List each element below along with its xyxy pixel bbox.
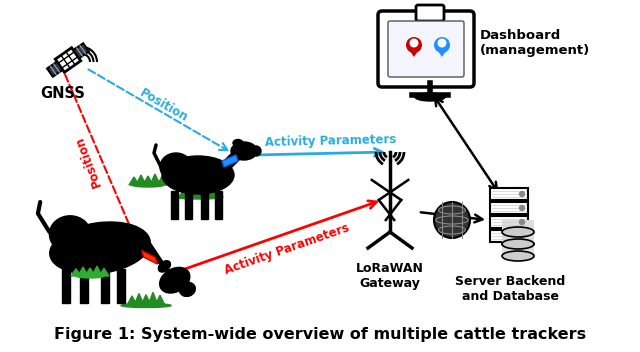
- FancyBboxPatch shape: [490, 188, 528, 200]
- Ellipse shape: [162, 156, 234, 194]
- Text: Activity Parameters: Activity Parameters: [223, 221, 351, 277]
- Ellipse shape: [434, 37, 450, 53]
- Ellipse shape: [434, 202, 470, 238]
- Polygon shape: [143, 176, 153, 185]
- Ellipse shape: [132, 183, 164, 187]
- Bar: [100, 269, 109, 303]
- Polygon shape: [99, 268, 109, 276]
- Polygon shape: [141, 295, 151, 306]
- Circle shape: [520, 206, 525, 210]
- Polygon shape: [434, 45, 450, 57]
- Polygon shape: [71, 269, 81, 276]
- Text: LoRaWAN
Gateway: LoRaWAN Gateway: [356, 262, 424, 290]
- Bar: [502, 244, 534, 256]
- Text: Activity Parameters: Activity Parameters: [265, 133, 397, 150]
- Text: Position: Position: [138, 86, 191, 125]
- Text: GNSS: GNSS: [40, 86, 85, 101]
- Polygon shape: [406, 45, 422, 57]
- Polygon shape: [207, 189, 217, 197]
- Bar: [184, 191, 191, 219]
- Circle shape: [438, 38, 447, 48]
- FancyBboxPatch shape: [490, 230, 528, 242]
- Ellipse shape: [231, 142, 257, 160]
- Polygon shape: [129, 177, 139, 185]
- Bar: [502, 220, 534, 232]
- Polygon shape: [200, 186, 210, 197]
- Polygon shape: [222, 155, 238, 167]
- Ellipse shape: [76, 274, 104, 278]
- Bar: [116, 269, 125, 303]
- Ellipse shape: [160, 153, 192, 181]
- Polygon shape: [141, 250, 157, 264]
- Ellipse shape: [179, 282, 195, 296]
- FancyBboxPatch shape: [490, 216, 528, 228]
- Ellipse shape: [502, 239, 534, 249]
- Polygon shape: [186, 187, 196, 197]
- Ellipse shape: [233, 139, 243, 146]
- Polygon shape: [55, 48, 81, 72]
- Bar: [200, 191, 207, 219]
- Bar: [80, 269, 88, 303]
- Polygon shape: [179, 189, 189, 197]
- FancyBboxPatch shape: [490, 202, 528, 214]
- Polygon shape: [155, 295, 165, 306]
- Circle shape: [520, 191, 525, 196]
- Bar: [214, 191, 221, 219]
- Text: Figure 1: System-wide overview of multiple cattle trackers: Figure 1: System-wide overview of multip…: [54, 327, 586, 342]
- Ellipse shape: [502, 251, 534, 261]
- Polygon shape: [220, 153, 242, 171]
- Polygon shape: [134, 230, 169, 271]
- Text: Position: Position: [72, 134, 104, 188]
- Polygon shape: [134, 294, 144, 306]
- Ellipse shape: [159, 268, 190, 293]
- Ellipse shape: [158, 261, 170, 272]
- Polygon shape: [157, 176, 167, 185]
- Ellipse shape: [50, 222, 150, 274]
- FancyBboxPatch shape: [416, 5, 444, 21]
- Ellipse shape: [415, 93, 445, 101]
- Ellipse shape: [121, 303, 171, 308]
- Circle shape: [520, 220, 525, 225]
- Ellipse shape: [502, 239, 534, 249]
- Ellipse shape: [173, 195, 223, 199]
- Ellipse shape: [251, 146, 261, 156]
- Bar: [502, 232, 534, 244]
- Polygon shape: [148, 292, 158, 306]
- Bar: [170, 191, 177, 219]
- Circle shape: [520, 233, 525, 239]
- Ellipse shape: [406, 37, 422, 53]
- Polygon shape: [136, 175, 146, 185]
- Polygon shape: [193, 188, 203, 197]
- Ellipse shape: [49, 216, 91, 253]
- Circle shape: [410, 38, 419, 48]
- Polygon shape: [92, 266, 102, 276]
- Polygon shape: [78, 267, 88, 276]
- Polygon shape: [47, 62, 63, 77]
- FancyBboxPatch shape: [378, 11, 474, 87]
- Polygon shape: [74, 43, 89, 58]
- Text: Dashboard
(management): Dashboard (management): [480, 29, 590, 57]
- Ellipse shape: [502, 227, 534, 237]
- Polygon shape: [85, 268, 95, 276]
- Bar: [61, 269, 70, 303]
- Text: Server Backend
and Database: Server Backend and Database: [455, 275, 565, 303]
- FancyBboxPatch shape: [388, 21, 464, 77]
- Polygon shape: [150, 174, 160, 185]
- Polygon shape: [127, 296, 137, 306]
